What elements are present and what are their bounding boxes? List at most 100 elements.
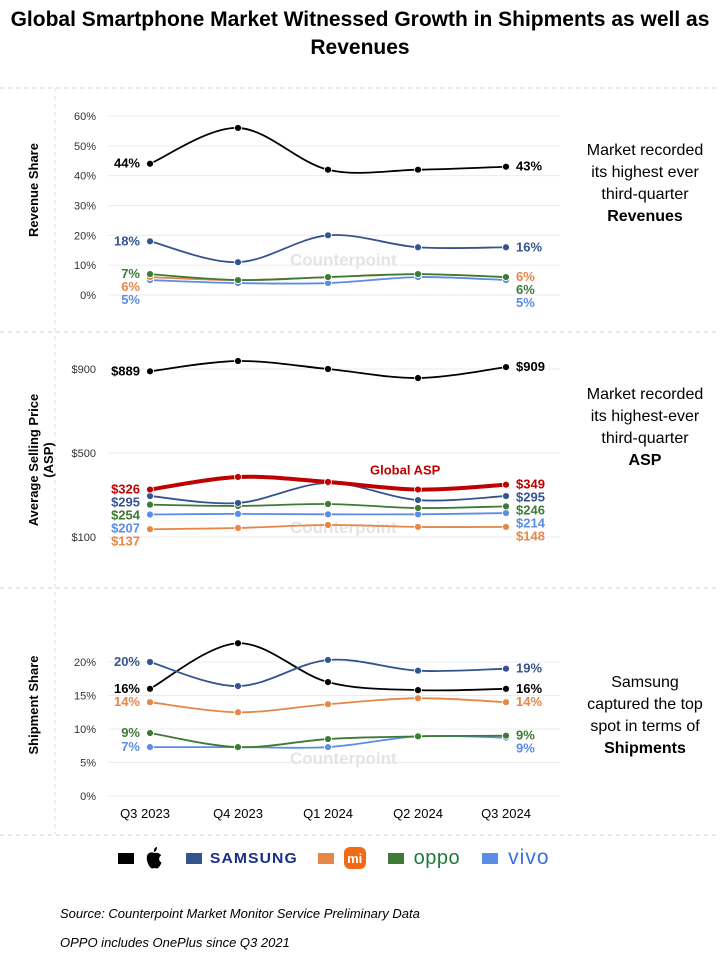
start-label-oppo: 7% [121, 266, 140, 281]
data-point-apple [234, 639, 242, 648]
end-label-samsung: 19% [516, 661, 542, 676]
data-point-vivo [324, 510, 332, 519]
legend-swatch-samsung [186, 852, 202, 864]
end-label-vivo: 9% [516, 741, 535, 756]
legend: SAMSUNG mi oppo vivo [118, 846, 572, 870]
data-point-oppo [324, 735, 332, 743]
chart-title: Global Smartphone Market Witnessed Growt… [10, 8, 710, 59]
data-point-samsung [146, 492, 154, 500]
data-point-oppo [414, 732, 422, 741]
x-tick-label: Q2 2024 [393, 806, 443, 821]
legend-swatch-xiaomi [317, 852, 334, 864]
legend-oppo: oppo [387, 847, 461, 870]
legend-vivo: vivo [482, 846, 549, 870]
data-point-apple [324, 165, 332, 174]
end-label-oppo: 9% [516, 728, 535, 743]
asp-note: Market recorded its highest-ever third-q… [580, 384, 710, 472]
data-point-xiaomi [146, 698, 154, 707]
data-point-samsung [146, 658, 154, 666]
end-label-apple: 16% [516, 681, 542, 696]
shipment-note-emphasis: Shipments [604, 740, 686, 757]
data-point-xiaomi [502, 523, 510, 531]
data-point-global [414, 485, 422, 494]
start-label-global: $326 [111, 482, 140, 497]
data-point-apple [414, 374, 422, 382]
data-point-xiaomi [502, 698, 510, 707]
y-axis-label: Shipment Share [26, 656, 41, 755]
asp-note-text: Market recorded its highest-ever third-q… [586, 386, 704, 447]
data-point-xiaomi [234, 708, 242, 717]
revenue-note: Market recorded its highest ever third-q… [580, 140, 710, 228]
source-note: Source: Counterpoint Market Monitor Serv… [60, 906, 420, 921]
data-point-vivo [502, 509, 510, 517]
y-tick-label: 30% [74, 201, 96, 213]
y-tick-label: 20% [74, 230, 96, 242]
start-label-apple: $889 [111, 363, 140, 378]
data-point-vivo [324, 743, 332, 751]
shipment-note-text: Samsung captured the top spot in terms o… [587, 674, 703, 735]
y-tick-label: 10% [74, 724, 96, 736]
xiaomi-logo: mi [343, 847, 366, 869]
start-label-xiaomi: 14% [114, 694, 140, 709]
start-label-xiaomi: $137 [111, 534, 140, 549]
data-point-apple [146, 684, 154, 693]
data-point-samsung [146, 237, 154, 246]
revenue-note-text: Market recorded its highest ever third-q… [586, 142, 704, 203]
revenue-note-emphasis: Revenues [607, 208, 683, 225]
data-point-xiaomi [234, 524, 242, 532]
y-tick-label: 40% [74, 171, 96, 183]
x-tick-label: Q4 2023 [213, 806, 263, 821]
start-label-apple: 44% [114, 156, 140, 171]
y-tick-label: 60% [74, 111, 96, 123]
data-point-xiaomi [146, 525, 154, 534]
data-point-xiaomi [414, 694, 422, 703]
start-label-samsung: 18% [114, 233, 140, 248]
asp-note-emphasis: ASP [628, 452, 662, 469]
end-label-xiaomi: 14% [516, 694, 542, 709]
legend-xiaomi: mi [317, 847, 366, 869]
data-point-xiaomi [324, 521, 332, 529]
data-point-samsung [414, 666, 422, 675]
series-name-global: Global ASP [370, 463, 441, 478]
x-tick-label: Q3 2023 [120, 806, 170, 821]
data-point-samsung [502, 664, 510, 673]
start-label-vivo: 7% [121, 739, 140, 754]
y-tick-label: 5% [80, 758, 96, 770]
data-point-global [234, 473, 242, 481]
data-point-oppo [234, 743, 242, 751]
data-point-global [324, 478, 332, 486]
data-point-samsung [324, 231, 332, 240]
y-tick-label: 50% [74, 141, 96, 153]
data-point-samsung [502, 492, 510, 500]
data-point-vivo [234, 510, 242, 518]
data-point-oppo [502, 502, 510, 511]
x-tick-label: Q3 2024 [481, 806, 531, 821]
data-point-samsung [414, 243, 422, 252]
data-point-oppo [234, 276, 242, 284]
data-point-apple [502, 162, 510, 171]
data-point-oppo [146, 729, 154, 737]
y-axis-label: Revenue Share [26, 143, 41, 237]
data-point-apple [234, 124, 242, 132]
data-point-xiaomi [324, 700, 332, 709]
legend-swatch-vivo [482, 852, 499, 864]
y-tick-label: $100 [72, 532, 96, 544]
data-point-samsung [324, 656, 332, 664]
data-point-global [502, 480, 510, 489]
legend-swatch-apple [118, 852, 134, 864]
data-point-apple [502, 684, 510, 693]
data-point-oppo [414, 504, 422, 512]
data-point-apple [414, 165, 422, 174]
end-label-oppo: $246 [516, 503, 545, 518]
data-point-oppo [502, 273, 510, 282]
data-point-apple [324, 365, 332, 373]
data-point-samsung [234, 682, 242, 691]
end-label-vivo: 5% [516, 295, 535, 310]
start-label-xiaomi: 6% [121, 279, 140, 294]
legend-samsung: SAMSUNG [186, 850, 297, 867]
y-tick-label: 15% [74, 691, 96, 703]
data-point-oppo [146, 500, 154, 509]
data-point-global [146, 485, 154, 494]
data-point-apple [502, 363, 510, 372]
